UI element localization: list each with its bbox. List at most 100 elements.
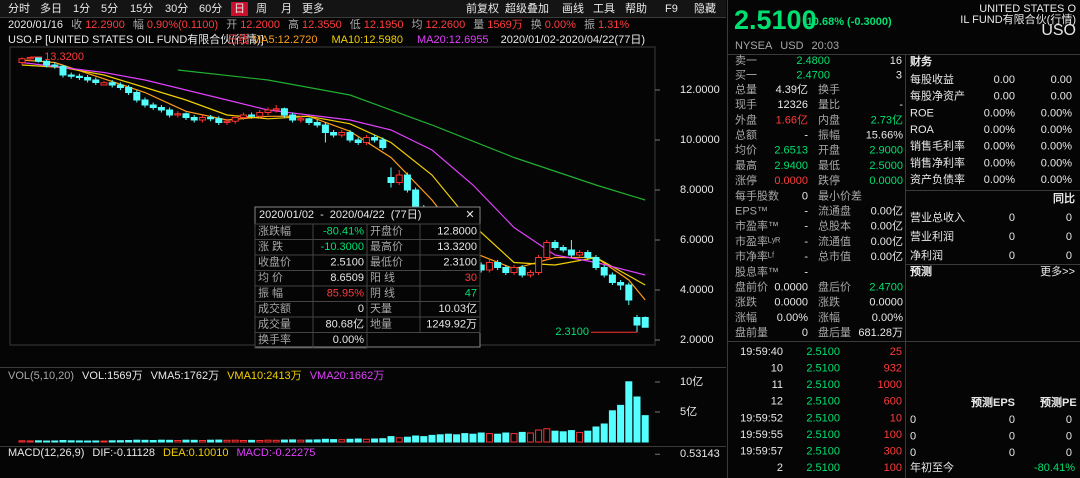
ytd-label: 年初至今 bbox=[910, 460, 954, 474]
trade-vol: 10 bbox=[890, 412, 902, 424]
ma-line bbox=[21, 61, 646, 276]
tool[interactable]: 工具 bbox=[593, 2, 615, 15]
popup-text: 10.03亿 bbox=[438, 302, 477, 315]
fc-val: 0 bbox=[1066, 431, 1072, 443]
popup-text: 13.3200 bbox=[437, 241, 477, 253]
fin-val: 0.00% bbox=[984, 157, 1015, 169]
fin-val: 0.00 bbox=[994, 74, 1015, 86]
stat: 总股本 bbox=[818, 219, 851, 233]
volume-bar bbox=[125, 439, 133, 443]
fin-label: ROE bbox=[910, 107, 934, 119]
tool[interactable]: 超级叠加 bbox=[505, 1, 549, 15]
volume-bar bbox=[576, 431, 584, 443]
fin-label: ROA bbox=[910, 124, 935, 136]
popup-cell bbox=[419, 316, 481, 333]
candle-body bbox=[559, 247, 567, 251]
fc-val: 0 bbox=[910, 447, 916, 459]
tab[interactable]: 周 bbox=[256, 2, 267, 15]
candle-body bbox=[387, 177, 395, 183]
tab[interactable]: 日 bbox=[234, 3, 245, 15]
trade-vol: 100 bbox=[884, 429, 902, 441]
popup-text: 最低价 bbox=[370, 256, 403, 269]
yoy-val: 0 bbox=[1009, 250, 1015, 262]
stat: 流通盘 bbox=[818, 204, 851, 218]
volume-bar bbox=[600, 423, 608, 443]
trade-price: 2.5100 bbox=[806, 429, 840, 441]
stat: 盘后量 bbox=[818, 325, 851, 339]
volume-bar bbox=[535, 429, 543, 443]
stat: 0.00亿 bbox=[871, 235, 903, 248]
volume-bar bbox=[84, 440, 92, 443]
stat: 总量 bbox=[735, 82, 757, 96]
stat: 0.0000 bbox=[869, 175, 903, 187]
tab[interactable]: 15分 bbox=[130, 2, 153, 15]
volume-bar bbox=[321, 438, 329, 443]
popup-title: (77日) bbox=[391, 209, 422, 221]
fc-head: 预测EPS bbox=[971, 395, 1015, 409]
stat: 流通值 bbox=[818, 234, 851, 248]
stat: - bbox=[804, 251, 808, 263]
volume-bar bbox=[149, 439, 157, 443]
volume-bar bbox=[494, 433, 502, 443]
more[interactable]: 更多>> bbox=[1040, 264, 1075, 278]
fin-val: 0.00% bbox=[984, 107, 1015, 119]
candle-body bbox=[248, 114, 256, 117]
candle-body bbox=[198, 117, 206, 121]
volume-bar bbox=[338, 439, 346, 443]
trade-price: 2.5100 bbox=[806, 446, 840, 458]
stat: 均价 bbox=[735, 144, 757, 157]
tab[interactable]: 1分 bbox=[73, 2, 90, 15]
fc-val: 0 bbox=[910, 431, 916, 443]
stat: 每手股数 bbox=[735, 188, 779, 202]
tab[interactable]: 5分 bbox=[101, 2, 118, 15]
yoy-val: 0 bbox=[1066, 212, 1072, 224]
book-price: 2.4800 bbox=[796, 55, 830, 67]
info-item: 12.3550 bbox=[302, 19, 342, 31]
trade-time: 19:59:40 bbox=[740, 346, 783, 358]
volume-bar bbox=[551, 430, 559, 443]
tool[interactable]: F9 bbox=[665, 3, 678, 15]
candle-body bbox=[157, 107, 165, 111]
finance-title: 财务 bbox=[909, 54, 933, 68]
tab[interactable]: 30分 bbox=[165, 2, 188, 15]
stat: 最低 bbox=[818, 159, 840, 172]
tab[interactable]: 60分 bbox=[199, 2, 222, 15]
info-item: 低 bbox=[350, 18, 361, 31]
info-item: 2020/01/16 bbox=[8, 19, 63, 31]
tab[interactable]: 分时 bbox=[8, 2, 30, 15]
volume-bar bbox=[198, 439, 206, 443]
candle-body bbox=[338, 132, 346, 136]
ma-label: MA20:12.6955 bbox=[417, 34, 489, 46]
stat: 1.66亿 bbox=[776, 113, 808, 126]
candle-body bbox=[395, 174, 403, 183]
symbol: USO.P [UNITED STATES OIL FUND有限合伙(行情)] bbox=[8, 32, 264, 46]
volume-bar bbox=[264, 439, 272, 443]
candle-body bbox=[305, 118, 313, 123]
popup-text: 8.6509 bbox=[330, 272, 364, 284]
stat: 0.00% bbox=[872, 312, 903, 324]
candle-body bbox=[182, 113, 190, 118]
volume-bar bbox=[133, 439, 141, 443]
tab[interactable]: 月 bbox=[281, 3, 292, 15]
candle-body bbox=[518, 267, 526, 276]
fc-val: 0 bbox=[1009, 447, 1015, 459]
popup-text: 均 价 bbox=[258, 271, 283, 284]
tool[interactable]: 画线 bbox=[562, 1, 584, 15]
volume-bar bbox=[313, 439, 321, 443]
candle-body bbox=[371, 137, 379, 141]
info-item: 换 bbox=[531, 17, 542, 31]
candle-body bbox=[362, 137, 370, 143]
popup-text: 涨 跌 bbox=[258, 239, 283, 253]
tool[interactable]: 前复权 bbox=[466, 1, 499, 15]
popup-close[interactable]: ✕ bbox=[465, 209, 474, 221]
tool[interactable]: 隐藏 bbox=[694, 2, 716, 15]
tab[interactable]: 多日 bbox=[40, 1, 62, 15]
tool[interactable]: 帮助 bbox=[625, 1, 647, 15]
volume-bar bbox=[51, 440, 59, 443]
candle-body bbox=[608, 274, 616, 283]
fin-val: 0.00% bbox=[984, 124, 1015, 136]
popup-text: 0 bbox=[358, 303, 364, 315]
candle-body bbox=[215, 118, 223, 123]
tab[interactable]: 更多 bbox=[302, 1, 324, 15]
